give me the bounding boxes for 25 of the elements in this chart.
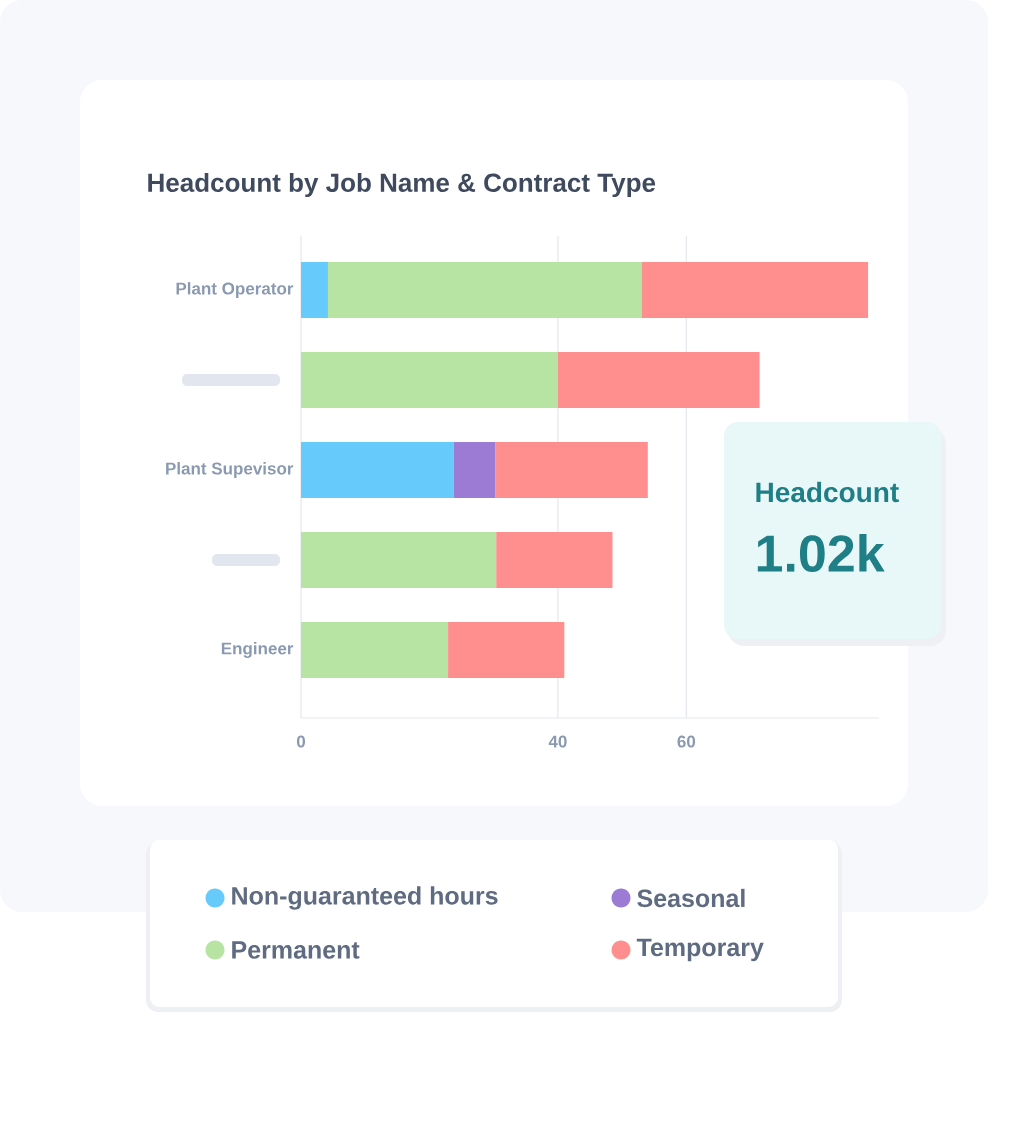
bar — [301, 442, 454, 498]
bar — [496, 532, 613, 588]
chart-title: Headcount by Job Name & Contract Type — [148, 172, 656, 198]
legend-label: Non-guaranteed hours — [232, 886, 498, 910]
bar — [453, 442, 496, 498]
bar — [301, 352, 558, 408]
legend-label: Permanent — [232, 941, 360, 959]
x-tick-label: 60 — [677, 735, 696, 748]
annotation: 1.02k — [757, 533, 885, 573]
annotation: Headcount — [756, 481, 899, 503]
bar — [301, 262, 328, 318]
bar — [495, 442, 648, 498]
bar — [301, 532, 497, 588]
legend-label: Seasonal — [637, 888, 745, 908]
bar — [327, 262, 643, 318]
y-tick-label: Plant Operator — [176, 282, 294, 298]
y-tick-label: Engineer — [221, 642, 294, 658]
bar — [448, 621, 565, 678]
bar — [642, 262, 869, 318]
bar — [557, 352, 760, 408]
x-tick-label: 40 — [548, 735, 567, 748]
legend-label: Temporary — [636, 938, 764, 962]
y-tick-label: Plant Supevisor — [166, 462, 294, 478]
x-tick-label: 0 — [296, 735, 306, 748]
bar — [301, 621, 449, 678]
